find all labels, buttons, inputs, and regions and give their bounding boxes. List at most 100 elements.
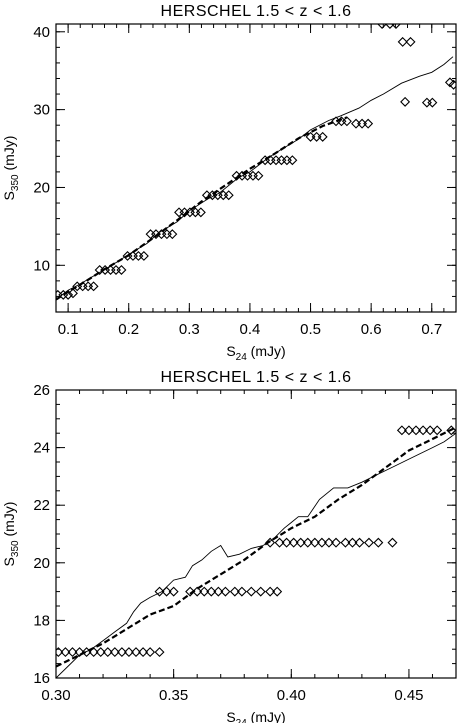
x-tick-label: 0.6: [361, 321, 382, 338]
data-point-diamond: [154, 647, 165, 658]
data-point-diamond: [391, 24, 401, 29]
data-point-diamond: [271, 155, 281, 166]
data-point-diamond: [276, 155, 287, 166]
data-point-diamond: [223, 190, 234, 201]
series-line-dashed: [56, 116, 348, 301]
data-point-diamond: [255, 586, 266, 597]
y-axis-label-unit: (mJy): [1, 502, 17, 541]
y-tick-label: 22: [33, 497, 50, 514]
x-tick-label: 0.30: [41, 687, 70, 704]
data-point-diamond: [154, 586, 165, 597]
y-axis-label-sub: 350: [10, 540, 21, 557]
data-point-diamond: [403, 425, 414, 436]
data-point-diamond: [287, 155, 298, 166]
data-point-diamond: [229, 586, 240, 597]
data-point-diamond: [357, 118, 368, 129]
data-point-diamond: [331, 537, 341, 548]
data-point-diamond: [265, 537, 276, 548]
data-point-diamond: [185, 586, 196, 597]
data-point-diamond: [288, 537, 299, 548]
data-point-diamond: [174, 207, 185, 218]
data-point-diamond: [363, 537, 374, 548]
x-axis-label: S24 (mJy): [226, 343, 285, 363]
series-line-solid: [56, 432, 456, 678]
y-tick-label: 10: [33, 257, 50, 274]
data-point-diamond: [105, 264, 116, 275]
chart-title: HERSCHEL 1.5 < z < 1.6: [161, 3, 352, 20]
y-tick-label: 30: [33, 102, 50, 119]
x-axis-label-sub: 24: [236, 352, 248, 363]
data-point-diamond: [199, 586, 210, 597]
chart-title: HERSCHEL 1.5 < z < 1.6: [161, 369, 352, 386]
data-point-diamond: [145, 647, 156, 658]
data-point-diamond: [253, 170, 264, 181]
data-point-diamond: [246, 586, 257, 597]
y-tick-label: 20: [33, 555, 50, 572]
data-point-diamond: [236, 586, 247, 597]
data-point-diamond: [354, 537, 365, 548]
x-tick-label: 0.7: [421, 321, 442, 338]
y-axis-label-main: S: [1, 557, 17, 566]
data-point-diamond: [309, 537, 320, 548]
data-point-diamond: [351, 118, 361, 129]
data-point-diamond: [340, 537, 351, 548]
data-point-diamond: [448, 79, 456, 90]
data-point-diamond: [138, 647, 149, 658]
y-axis-label: S350 (mJy): [1, 502, 21, 567]
x-tick-label: 0.2: [118, 321, 139, 338]
data-point-diamond: [116, 264, 127, 275]
data-point-diamond: [323, 537, 334, 548]
y-tick-label: 20: [33, 179, 50, 196]
data-point-diamond: [341, 116, 352, 127]
panel-1: HERSCHEL 1.5 < z < 1.6 0.1 0.2 0.3 0.4 0.5 0.6…: [1, 3, 457, 363]
data-point-diamond: [347, 537, 358, 548]
data-point-diamond: [387, 537, 398, 548]
data-point-diamond: [127, 250, 138, 261]
x-axis-label-unit: (mJy): [247, 343, 286, 359]
data-point-diamond: [60, 647, 71, 658]
data-point-diamond: [56, 647, 64, 658]
data-point-diamond: [83, 281, 94, 292]
data-point-diamond: [131, 647, 141, 658]
data-point-diamond: [432, 425, 443, 436]
series-line-solid: [56, 56, 454, 300]
y-tick-label: 26: [33, 382, 50, 399]
data-point-diamond: [396, 425, 407, 436]
panel-2: HERSCHEL 1.5 < z < 1.6 0.30 0.35 0.40 0.45 16…: [1, 369, 457, 723]
data-point-diamond: [123, 647, 134, 658]
data-point-diamond: [274, 537, 285, 548]
data-point-diamond: [88, 281, 99, 292]
data-point-diamond: [317, 131, 328, 142]
data-point-diamond: [88, 647, 99, 658]
data-point-diamond: [67, 647, 78, 658]
data-point-diamond: [316, 537, 327, 548]
x-tick-label: 0.4: [240, 321, 261, 338]
data-point-diamond: [281, 537, 292, 548]
series-line-dashed: [56, 426, 456, 668]
data-point-diamond: [397, 36, 408, 47]
x-tick-label: 0.40: [277, 687, 306, 704]
x-axis-label: S24 (mJy): [226, 709, 285, 723]
x-tick-label: 0.35: [159, 687, 188, 704]
x-axis-label-unit: (mJy): [247, 709, 286, 723]
data-point-diamond: [102, 647, 113, 658]
data-point-diamond: [95, 647, 106, 658]
data-point-diamond: [427, 97, 438, 108]
data-point-diamond: [213, 586, 224, 597]
data-point-diamond: [109, 647, 120, 658]
y-tick-label: 40: [33, 24, 50, 41]
data-point-diamond: [247, 170, 258, 181]
data-point-diamond: [138, 250, 149, 261]
data-point-diamond: [195, 207, 206, 218]
x-tick-label: 0.45: [394, 687, 423, 704]
data-point-diamond: [281, 155, 292, 166]
y-axis-label-sub: 350: [10, 174, 21, 191]
data-point-diamond: [425, 425, 436, 436]
data-point-diamond: [295, 537, 306, 548]
y-tick-label: 24: [33, 440, 50, 457]
data-point-diamond: [168, 586, 179, 597]
y-axis-label-main: S: [1, 191, 17, 200]
data-point-diamond: [302, 537, 313, 548]
y-axis-label: S350 (mJy): [1, 136, 21, 201]
